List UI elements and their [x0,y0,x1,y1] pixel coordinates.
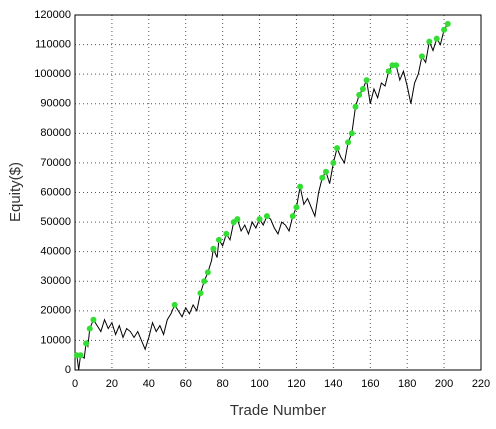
marker [223,230,230,237]
marker [234,216,241,223]
marker [197,290,204,297]
x-tick-label: 120 [287,378,305,390]
x-tick-label: 40 [143,378,155,390]
plot-frame [74,14,482,371]
x-tick-label: 60 [180,378,192,390]
y-axis-title: Equity($) [7,162,24,222]
x-tick-label: 180 [398,378,416,390]
y-tick-label: 0 [65,364,71,376]
marker [289,213,296,220]
marker [319,174,326,181]
y-tick-label: 10000 [40,334,71,346]
marker [418,53,425,60]
marker [363,77,370,84]
marker [345,139,352,146]
marker [393,62,400,69]
equity-line [74,23,449,371]
marker [441,26,448,33]
x-tick-label: 160 [361,378,379,390]
marker [334,145,341,152]
y-tick-label: 20000 [40,305,71,317]
marker [77,352,84,359]
y-tick-label: 110000 [35,38,71,50]
marker [433,35,440,42]
x-tick-label: 20 [106,378,118,390]
marker [426,38,433,45]
marker [204,269,211,276]
x-tick-label: 220 [472,378,490,390]
marker [83,340,90,347]
marker [215,236,222,243]
marker [359,85,366,92]
marker [444,20,451,27]
marker [256,216,263,223]
marker [348,130,355,137]
x-axis-title: Trade Number [230,402,326,419]
marker [385,68,392,75]
marker [201,278,208,285]
marker [356,91,363,98]
y-tick-label: 70000 [40,157,71,169]
y-tick-label: 50000 [40,216,71,228]
x-tick-label: 0 [72,378,78,390]
y-tick-label: 120000 [34,9,71,21]
marker [297,183,304,190]
marker [352,103,359,110]
marker [210,245,217,252]
y-tick-label: 90000 [40,98,71,110]
marker [330,159,337,166]
x-tick-label: 100 [250,378,268,390]
marker [293,204,300,211]
x-tick-label: 200 [435,378,453,390]
y-tick-label: 40000 [40,246,71,258]
y-tick-label: 80000 [40,127,71,139]
marker [90,316,97,323]
x-tick-label: 140 [324,378,342,390]
y-tick-label: 100000 [34,68,71,80]
y-tick-label: 30000 [40,275,71,287]
y-tick-label: 60000 [40,186,71,198]
x-tick-label: 80 [217,378,229,390]
marker [171,301,178,308]
marker [263,213,270,220]
marker [86,325,93,332]
marker [322,168,329,175]
